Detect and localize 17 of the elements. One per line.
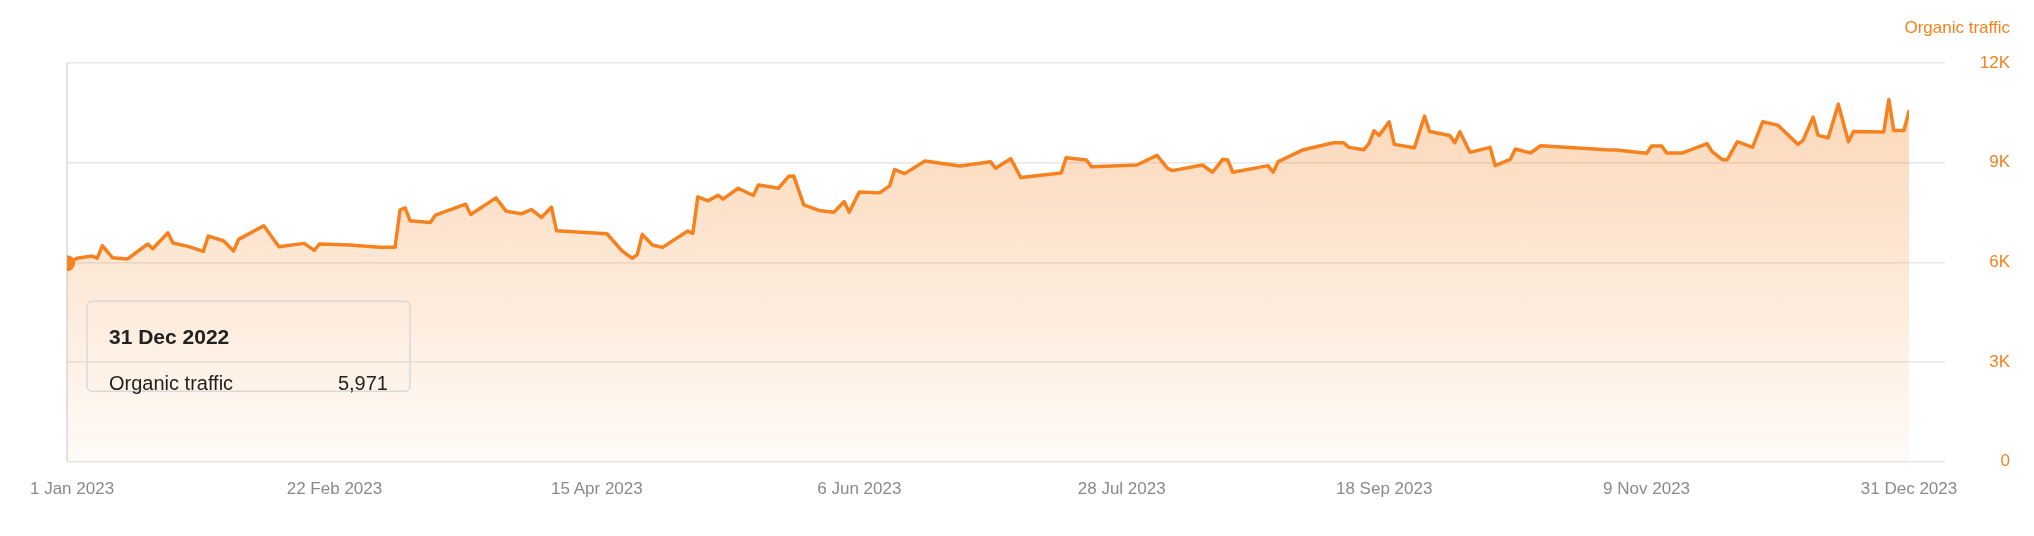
x-tick-label: 1 Jan 2023 [29,479,115,499]
y-axis-title: Organic traffic [1904,17,2011,37]
x-tick-label: 31 Dec 2023 [1860,479,1958,499]
y-tick-label: 12K [1979,52,2011,72]
y-tick-label: 9K [1989,152,2011,172]
x-tick-label: 18 Sep 2023 [1335,479,1433,499]
x-tick-label: 22 Feb 2023 [286,479,383,499]
x-tick-label: 15 Apr 2023 [551,479,643,499]
annotation: 5,971 [337,371,388,394]
annotation: Organic traffic [109,371,234,394]
y-tick-label: 6K [1989,251,2011,271]
y-tick-label: 3K [1989,351,2011,371]
y-tick-label: 0 [2000,451,2010,471]
x-tick-label: 28 Jul 2023 [1077,479,1166,499]
x-tick-label: 9 Nov 2023 [1603,479,1691,499]
annotation: 31 Dec 2022 [109,325,230,349]
x-tick-label: 6 Jun 2023 [817,479,902,499]
